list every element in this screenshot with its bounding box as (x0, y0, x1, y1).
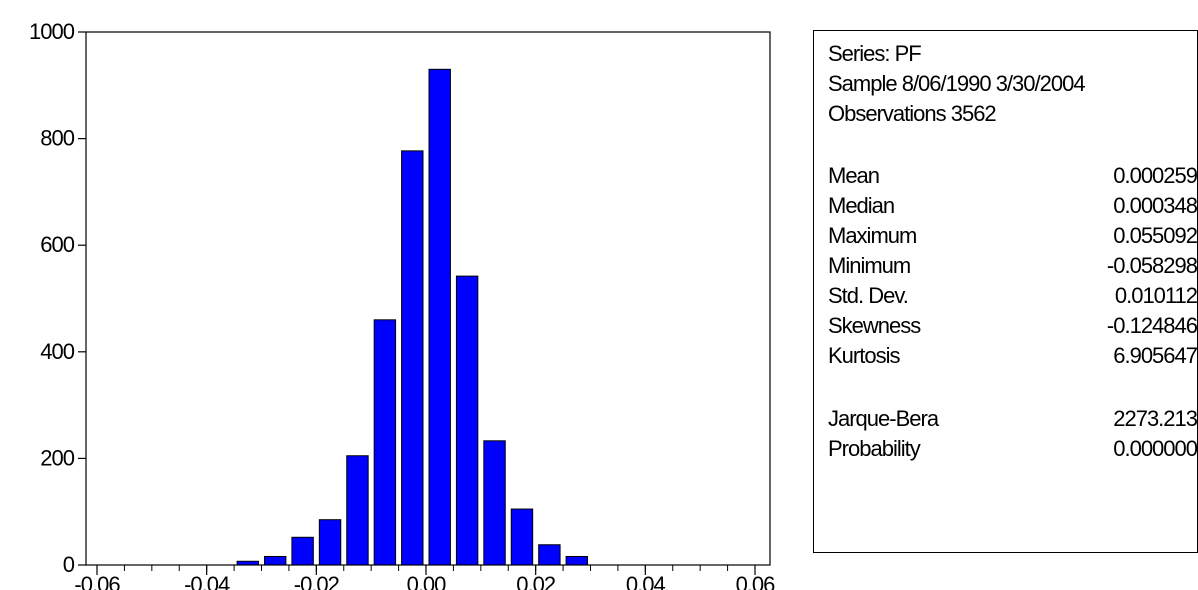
stat-label: Minimum (828, 253, 911, 278)
stat-value: 6.905647 (1113, 343, 1198, 368)
x-tick-label: 0.06 (736, 572, 776, 590)
stat-label: Maximum (828, 223, 917, 248)
stat-label: Jarque-Bera (828, 406, 939, 431)
stat-row-probability: Probability 0.000000 (828, 436, 1198, 466)
histogram-bar (373, 319, 397, 566)
stat-row-median: Median 0.000348 (828, 193, 1198, 223)
histogram-bar (291, 536, 314, 566)
histogram-bar (538, 544, 561, 566)
stat-row-skewness: Skewness -0.124846 (828, 313, 1198, 343)
stat-label: Median (828, 193, 895, 218)
stat-value: 0.055092 (1113, 223, 1198, 248)
stat-value: -0.058298 (1106, 253, 1198, 278)
histogram-bar (401, 150, 424, 566)
sample-range: Sample 8/06/1990 3/30/2004 (828, 71, 1086, 96)
x-tick-label: -0.06 (74, 572, 120, 590)
stat-row-kurtosis: Kurtosis 6.905647 (828, 343, 1198, 373)
x-tick-label: -0.02 (294, 572, 340, 590)
stat-label: Skewness (828, 313, 921, 338)
histogram-bar (510, 508, 534, 566)
y-tick-label: 600 (40, 232, 74, 257)
stat-value: 0.000000 (1113, 436, 1198, 461)
histogram-bar (483, 440, 506, 566)
stat-value: 0.010112 (1114, 283, 1198, 308)
statistics-panel: Series: PF Sample 8/06/1990 3/30/2004 Ob… (813, 30, 1198, 553)
stat-row-mean: Mean 0.000259 (828, 163, 1198, 193)
y-tick-label: 200 (40, 445, 74, 470)
stat-row-jarque-bera: Jarque-Bera 2273.213 (828, 406, 1198, 436)
y-tick-label: 0 (63, 552, 75, 577)
histogram-bar (346, 455, 369, 566)
series-name: Series: PF (828, 41, 922, 66)
stat-label: Kurtosis (828, 343, 900, 368)
stat-value: 2273.213 (1113, 406, 1198, 431)
histogram-bar (428, 68, 451, 566)
stat-row-maximum: Maximum 0.055092 (828, 223, 1198, 253)
stat-row-std-dev: Std. Dev. 0.010112 (828, 283, 1198, 313)
x-tick-label: -0.04 (184, 572, 230, 590)
plot-frame (85, 31, 771, 566)
stat-label: Probability (828, 436, 921, 461)
histogram-bar (565, 555, 588, 566)
stat-value: -0.124846 (1106, 313, 1198, 338)
histogram-bar (264, 555, 287, 566)
histogram-bar (318, 519, 342, 566)
histogram-chart: 0 200 400 600 800 1000 -0.06 -0.04 -0.02 0.00 0.0… (29, 19, 776, 590)
stat-label: Std. Dev. (828, 283, 909, 308)
stat-value: 0.000348 (1113, 193, 1198, 218)
histogram-bar (455, 275, 479, 566)
x-tick-label: 0.00 (407, 572, 447, 590)
x-tick-label: 0.04 (626, 572, 666, 590)
stat-label: Mean (828, 163, 880, 188)
observations-count: Observations 3562 (828, 101, 997, 126)
y-tick-label: 800 (40, 126, 74, 151)
stat-value: 0.000259 (1113, 163, 1198, 188)
x-tick-label: 0.02 (516, 572, 556, 590)
y-tick-label: 1000 (29, 19, 75, 44)
y-tick-label: 400 (40, 339, 74, 364)
stat-row-minimum: Minimum -0.058298 (828, 253, 1198, 283)
